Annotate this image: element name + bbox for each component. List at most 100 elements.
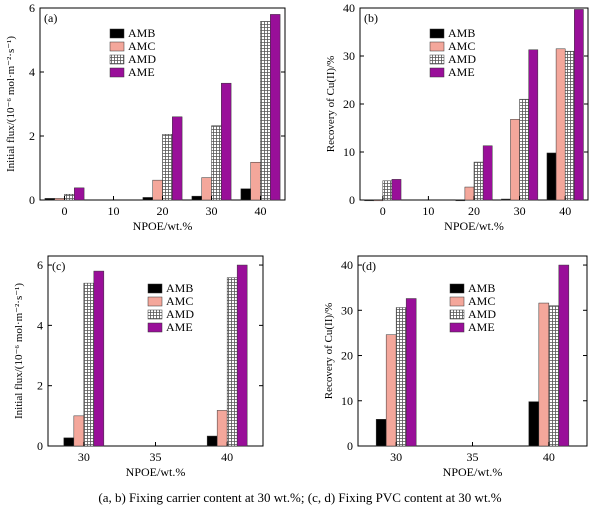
bar-amb-30 [501, 198, 511, 201]
legend-label-amc: AMC [166, 294, 193, 308]
bar-ame-40 [558, 264, 570, 447]
bar-amd-40 [564, 50, 575, 201]
legend-swatch-ame [147, 322, 163, 333]
y-tick-label: 4 [29, 65, 35, 79]
legend-label-ame: AME [468, 320, 495, 334]
bar-ame-20 [482, 145, 493, 201]
bar-ame-40 [270, 14, 281, 201]
y-tick-label: 40 [341, 258, 353, 272]
bar-amd-40 [548, 305, 560, 447]
bar-amb-30 [63, 437, 75, 447]
bar-amd-30 [83, 282, 95, 447]
y-axis-label: Recovery of Cu(II)/% [325, 56, 337, 153]
bar-amb-30 [191, 195, 202, 201]
bar-ame-30 [405, 298, 417, 447]
panel-label: (c) [52, 259, 65, 273]
bar-amb-40 [240, 188, 251, 201]
y-tick-label: 6 [29, 1, 35, 15]
y-tick-label: 2 [37, 379, 43, 393]
x-tick-label: 30 [390, 450, 402, 464]
legend-label-amb: AMB [468, 281, 495, 295]
x-tick-label: 30 [78, 450, 90, 464]
legend-label-amb: AMB [166, 281, 193, 295]
y-tick-label: 30 [341, 303, 353, 317]
legend-label-amc: AMC [448, 39, 475, 53]
legend-swatch-ame [109, 67, 125, 78]
panel-label: (b) [364, 11, 378, 25]
x-tick-label: 35 [467, 450, 479, 464]
y-axis-label: Initial flux/(10⁻⁶ mol·m⁻²·s⁻¹) [13, 283, 25, 419]
bar-amc-0 [373, 199, 384, 202]
x-tick-label: 30 [206, 204, 218, 218]
y-tick-label: 0 [29, 193, 35, 207]
bar-amc-20 [152, 179, 163, 201]
y-axis-label: Recovery of Cu(II)/% [323, 303, 335, 400]
x-tick-label: 20 [157, 204, 169, 218]
bar-amc-30 [201, 177, 212, 201]
bars [364, 9, 584, 202]
bar-amb-40 [206, 435, 218, 447]
panel-4: 0 10 20 30 40 30 35 40 NPOE/wt.% Recovery of Cu(I… [323, 255, 588, 479]
legend-label-amd: AMD [448, 52, 476, 66]
bar-amc-30 [73, 415, 85, 447]
x-tick-label: 40 [559, 204, 571, 218]
legend-swatch-amc [109, 41, 125, 52]
legend-swatch-ame [449, 322, 465, 333]
x-tick-label: 30 [514, 204, 526, 218]
bars [375, 264, 570, 447]
bar-amb-40 [546, 152, 557, 201]
bar-amc-30 [385, 334, 397, 447]
panel-1: 0 2 4 6 0 10 20 30 40 NPOE/wt.% Initial flux/(10⁻⁶… [5, 1, 286, 233]
legend-swatch-amb [109, 28, 125, 39]
legend-swatch-amc [429, 41, 445, 52]
bar-amd-30 [211, 125, 222, 201]
legend-swatch-amb [449, 283, 465, 294]
bar-amb-20 [455, 199, 466, 202]
y-tick-label: 0 [37, 439, 43, 453]
legend-label-amd: AMD [128, 52, 156, 66]
bar-amb-0 [44, 198, 55, 201]
y-axis-label: Initial flux/(10⁻⁶ mol·m⁻²·s⁻¹) [5, 36, 17, 172]
bars [63, 264, 248, 447]
bar-amd-30 [519, 98, 529, 201]
bar-amc-40 [555, 48, 566, 201]
panel-2: 0 10 20 30 40 0 10 20 30 40 NPOE/wt.% Recovery of C… [325, 1, 589, 233]
bar-amc-40 [216, 410, 228, 447]
legend-swatch-amd [109, 54, 125, 65]
y-tick-label: 6 [37, 258, 43, 272]
bar-amc-40 [250, 161, 261, 201]
y-tick-label: 10 [341, 394, 353, 408]
x-tick-label: 0 [62, 204, 68, 218]
bar-amc-20 [464, 186, 475, 201]
x-tick-label: 40 [221, 450, 233, 464]
x-axis-label: NPOE/wt.% [443, 465, 503, 479]
bar-amb-30 [375, 419, 387, 447]
bar-amb-20 [142, 197, 153, 201]
panel-label: (a) [44, 11, 57, 25]
legend-label-amd: AMD [468, 307, 496, 321]
bars [44, 14, 281, 201]
figure-caption: (a, b) Fixing carrier content at 30 wt.%… [98, 490, 502, 505]
legend-swatch-amc [147, 296, 163, 307]
x-axis-label: NPOE/wt.% [126, 465, 186, 479]
bar-ame-40 [236, 264, 248, 447]
x-tick-label: 10 [422, 204, 434, 218]
x-tick-label: 35 [150, 450, 162, 464]
legend-label-amb: AMB [448, 26, 475, 40]
x-tick-label: 40 [255, 204, 267, 218]
x-axis-label: NPOE/wt.% [133, 219, 193, 233]
bar-ame-40 [574, 9, 584, 201]
legend-label-ame: AME [448, 65, 475, 79]
y-tick-label: 20 [343, 97, 355, 111]
x-axis-label: NPOE/wt.% [444, 219, 504, 233]
x-tick-label: 20 [468, 204, 480, 218]
bar-amb-0 [364, 199, 374, 202]
bar-ame-0 [391, 179, 402, 201]
y-tick-label: 4 [37, 318, 43, 332]
bar-amc-0 [54, 198, 65, 201]
bar-amd-30 [395, 307, 407, 447]
y-tick-label: 30 [343, 49, 355, 63]
